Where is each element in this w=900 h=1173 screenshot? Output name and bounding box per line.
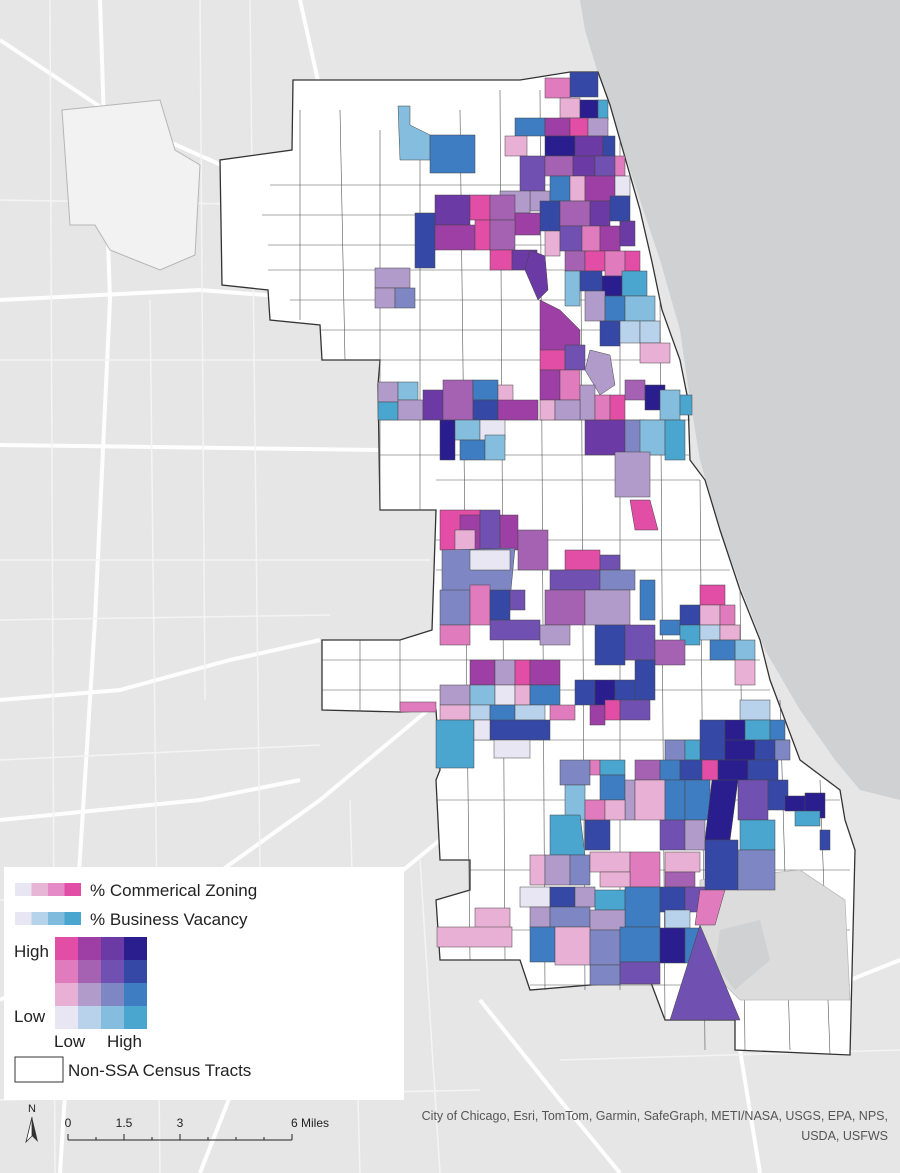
vacancy-ramp-swatch bbox=[64, 912, 81, 925]
business-vacancy-label: % Business Vacancy bbox=[90, 910, 248, 929]
ssa-tracts bbox=[374, 71, 831, 1021]
commercial-ramp bbox=[15, 883, 81, 896]
lake-michigan bbox=[580, 0, 900, 800]
legend-x-low-label: Low bbox=[54, 1032, 86, 1051]
nonssa-swatch bbox=[14, 1056, 64, 1083]
bivariate-cell bbox=[101, 937, 124, 960]
vacancy-ramp-swatch bbox=[15, 912, 32, 925]
bivariate-cell bbox=[55, 937, 78, 960]
scale-bar-line bbox=[67, 1134, 293, 1141]
vacancy-ramp bbox=[15, 912, 81, 925]
commercial-ramp-swatch bbox=[48, 883, 65, 896]
bivariate-cell bbox=[124, 1006, 147, 1029]
bivariate-cell bbox=[55, 983, 78, 1006]
lake-calumet bbox=[715, 920, 770, 990]
commercial-ramp-swatch bbox=[31, 883, 48, 896]
legend-x-high-label: High bbox=[107, 1032, 142, 1051]
legend-graphic: % Commerical Zoning % Business Vacancy H… bbox=[14, 881, 257, 1083]
bivariate-cell bbox=[124, 983, 147, 1006]
nonssa-label: Non-SSA Census Tracts bbox=[68, 1061, 251, 1080]
bivariate-cell bbox=[55, 1006, 78, 1029]
bivariate-cell bbox=[78, 937, 101, 960]
scale-tick-3: 6 Miles bbox=[291, 1116, 329, 1130]
commercial-ramp-swatch bbox=[64, 883, 81, 896]
bivariate-cell bbox=[101, 983, 124, 1006]
legend-high-label: High bbox=[14, 942, 49, 961]
vacancy-ramp-swatch bbox=[48, 912, 65, 925]
bivariate-cell bbox=[78, 960, 101, 983]
bivariate-cell bbox=[101, 960, 124, 983]
scale-bar-group: N 0 1.5 3 6 Miles bbox=[25, 1103, 329, 1144]
bivariate-cell bbox=[78, 983, 101, 1006]
suburb-area bbox=[61, 99, 201, 271]
legend-panel: % Commerical Zoning % Business Vacancy H… bbox=[4, 867, 404, 1100]
bivariate-cell bbox=[124, 937, 147, 960]
vacancy-ramp-swatch bbox=[31, 912, 48, 925]
bivariate-grid bbox=[55, 937, 147, 1029]
commercial-ramp-swatch bbox=[15, 883, 32, 896]
north-label: N bbox=[28, 1103, 36, 1115]
commercial-zoning-label: % Commerical Zoning bbox=[90, 881, 257, 900]
bivariate-cell bbox=[78, 1006, 101, 1029]
scale-tick-0: 0 bbox=[65, 1116, 72, 1130]
bivariate-cell bbox=[55, 960, 78, 983]
attribution-text: City of Chicago, Esri, TomTom, Garmin, S… bbox=[421, 1109, 888, 1143]
bivariate-cell bbox=[124, 960, 147, 983]
bivariate-cell bbox=[101, 1006, 124, 1029]
legend-low-label: Low bbox=[14, 1007, 46, 1026]
scale-tick-2: 3 bbox=[177, 1116, 184, 1130]
north-arrow-half bbox=[25, 1116, 33, 1144]
scale-tick-1: 1.5 bbox=[116, 1116, 133, 1130]
